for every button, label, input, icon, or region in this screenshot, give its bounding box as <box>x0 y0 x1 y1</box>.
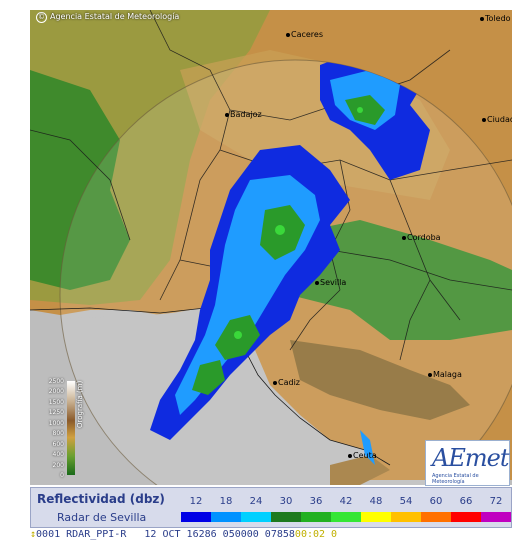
city-label: Cordoba <box>407 233 441 242</box>
orography-level-label: 600 <box>52 440 64 448</box>
reflectivity-color-swatch <box>241 512 271 522</box>
city-label: Sevilla <box>320 278 347 287</box>
city-marker-icon <box>402 235 406 240</box>
reflectivity-color-swatch <box>211 512 241 522</box>
city-label: Cadiz <box>278 378 300 387</box>
reflectivity-color-swatch <box>421 512 451 522</box>
terrain-map <box>30 10 512 485</box>
status-bar-marker: ↕ <box>30 529 37 540</box>
orography-level-label: 2000 <box>48 388 64 396</box>
reflectivity-value-label: 60 <box>429 496 443 507</box>
reflectivity-color-swatch <box>331 512 361 522</box>
orography-level-label: 1250 <box>48 409 64 417</box>
city-label: Malaga <box>433 370 462 379</box>
attribution-text: Agencia Estatal de Meteorología <box>50 12 180 21</box>
city-caceres: Caceres <box>286 30 323 39</box>
city-malaga: Malaga <box>428 370 462 379</box>
city-toledo: Toledo <box>480 14 511 23</box>
reflectivity-value-label: 72 <box>489 496 503 507</box>
logo-subtitle: Agencia Estatal de Meteorología <box>432 473 479 485</box>
city-marker-icon <box>348 453 352 458</box>
reflectivity-legend-title: Reflectividad (dbz) <box>37 492 165 506</box>
reflectivity-value-label: 18 <box>219 496 233 507</box>
orography-level-label: 200 <box>52 461 64 469</box>
reflectivity-color-swatch <box>271 512 301 522</box>
reflectivity-color-swatch <box>391 512 421 522</box>
city-marker-icon <box>286 32 290 37</box>
reflectivity-color-swatch <box>481 512 511 522</box>
city-marker-icon <box>225 112 229 117</box>
city-marker-icon <box>315 280 319 285</box>
orography-color-bar <box>67 381 75 475</box>
reflectivity-color-swatch <box>361 512 391 522</box>
city-badajoz: Badajoz <box>225 110 262 119</box>
city-cordoba: Cordoba <box>402 233 441 242</box>
city-sevilla: Sevilla <box>315 278 346 287</box>
reflectivity-color-swatch <box>301 512 331 522</box>
reflectivity-value-label: 30 <box>279 496 293 507</box>
radar-map: © Agencia Estatal de Meteorología Caceres… <box>30 10 512 485</box>
city-marker-icon <box>273 380 277 385</box>
copyright-icon: © <box>36 12 47 23</box>
city-marker-icon <box>482 117 486 122</box>
city-marker-icon <box>428 372 432 377</box>
radar-name: Radar de Sevilla <box>57 511 147 524</box>
reflectivity-color-swatch <box>181 512 211 522</box>
reflectivity-value-label: 54 <box>399 496 413 507</box>
city-label: Ceuta <box>353 451 377 460</box>
city-cadiz: Cadiz <box>273 378 300 387</box>
precipitation-echoes <box>150 60 430 465</box>
city-label: Toledo <box>485 14 511 23</box>
city-ciudad-real: Ciudad Real <box>482 115 512 124</box>
city-ceuta: Ceuta <box>348 451 377 460</box>
status-bar-left: 0001 RDAR_PPI-R 12 OCT 16286 050000 0785… <box>36 529 295 540</box>
city-label: Caceres <box>291 30 324 39</box>
reflectivity-value-label: 24 <box>249 496 263 507</box>
orography-level-label: 800 <box>52 430 64 438</box>
orography-level-label: 2500 <box>48 378 64 385</box>
city-label: Badajoz <box>230 110 262 119</box>
status-bar: ↕0001 RDAR_PPI-R 12 OCT 16286 050000 078… <box>30 528 512 541</box>
reflectivity-legend: Reflectividad (dbz) Radar de Sevilla 12 1… <box>30 487 512 528</box>
aemet-logo: AEmet Agencia Estatal de Meteorología <box>425 440 510 486</box>
attribution: © Agencia Estatal de Meteorología <box>36 12 179 23</box>
orography-legend-title: Orografía (m) <box>76 380 84 428</box>
reflectivity-value-label: 42 <box>339 496 353 507</box>
reflectivity-color-swatch <box>451 512 481 522</box>
reflectivity-value-label: 66 <box>459 496 473 507</box>
city-marker-icon <box>480 16 484 21</box>
reflectivity-value-label: 36 <box>309 496 323 507</box>
reflectivity-value-label: 12 <box>189 496 203 507</box>
orography-level-label: 0 <box>60 472 64 479</box>
logo-mark: AEmet <box>432 444 509 472</box>
city-label: Ciudad Real <box>487 115 512 124</box>
status-bar-right: 00:02 0 <box>294 529 338 540</box>
orography-level-label: 1500 <box>48 398 64 406</box>
orography-level-label: 400 <box>52 451 64 459</box>
orography-legend: Orografía (m) 2500 2000 1500 1250 1000 800 600… <box>34 378 84 480</box>
reflectivity-value-label: 48 <box>369 496 383 507</box>
orography-level-label: 1000 <box>48 419 64 427</box>
